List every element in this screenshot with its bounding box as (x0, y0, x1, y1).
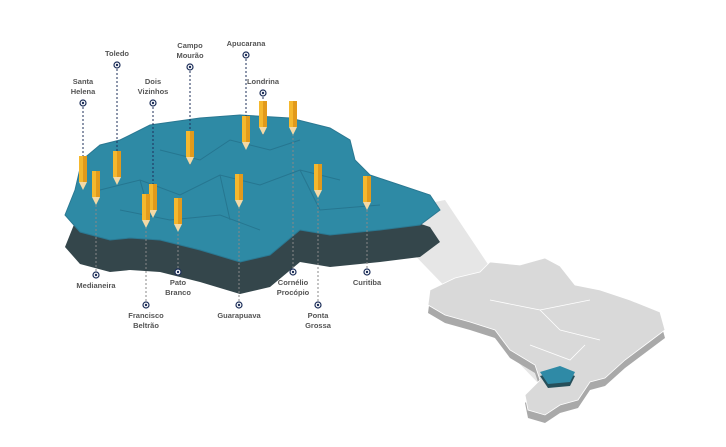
pin-core (261, 91, 265, 95)
city-label-line: Cornélio (278, 278, 309, 287)
parana-map (64, 114, 441, 294)
city-label-line: Apucarana (227, 39, 267, 48)
pencil-tip (259, 127, 267, 135)
city-label: Francisco Beltrão (128, 311, 164, 330)
city-label-line: Francisco (128, 311, 164, 320)
pencil-shade (83, 156, 87, 182)
pencil-shade (96, 171, 100, 197)
pencil-tip (235, 200, 243, 208)
pencil-shade (117, 151, 121, 177)
city-label-line: Guarapuava (217, 311, 261, 320)
city-label-line: Santa (73, 77, 94, 86)
pin-core (244, 53, 248, 57)
city-label: Medianeira (76, 281, 116, 290)
city-label-line: Pato (170, 278, 187, 287)
pencil-tip (174, 224, 182, 232)
pencil-tip (92, 197, 100, 205)
pencil-shade (146, 194, 150, 220)
pencil-tip (79, 182, 87, 190)
pin-core (291, 270, 295, 274)
city-label-line: Helena (71, 87, 96, 96)
city-label: Pato Branco (165, 278, 191, 297)
pin-core (365, 270, 369, 274)
city-label: Ponta Grossa (305, 311, 332, 330)
brazil-map (427, 257, 666, 423)
pencil-shade (318, 164, 322, 190)
pencil-tip (113, 177, 121, 185)
city-label: Campo Mourão (176, 41, 204, 60)
city-label: Guarapuava (217, 311, 261, 320)
city-label-line: Grossa (305, 321, 332, 330)
city-label-line: Branco (165, 288, 191, 297)
parana-highlight (540, 366, 575, 384)
pencil-shade (153, 184, 157, 210)
city-label-line: Procópio (277, 288, 310, 297)
city-label-line: Beltrão (133, 321, 159, 330)
pencil-shade (190, 131, 194, 157)
city-label-line: Toledo (105, 49, 129, 58)
pin-core (81, 101, 85, 105)
city-label: Apucarana (227, 39, 267, 48)
pencil-tip (242, 142, 250, 150)
city-label-line: Londrina (247, 77, 280, 86)
city-label: Londrina (247, 77, 280, 86)
pencil-shade (293, 101, 297, 127)
city-label-line: Ponta (308, 311, 330, 320)
pencil-shade (178, 198, 182, 224)
pencil-shade (263, 101, 267, 127)
pin-core (188, 65, 192, 69)
city-label: Dois Vizinhos (138, 77, 169, 96)
city-label: Toledo (105, 49, 129, 58)
city-label: Santa Helena (71, 77, 96, 96)
pencil-tip (149, 210, 157, 218)
pin-core (94, 273, 98, 277)
pin-core (151, 101, 155, 105)
pin-core (115, 63, 119, 67)
city-label-line: Dois (145, 77, 161, 86)
pin-core (316, 303, 320, 307)
pencil-shade (367, 176, 371, 202)
pencil-tip (142, 220, 150, 228)
city-label-line: Campo (177, 41, 203, 50)
pin-core (176, 270, 180, 274)
city-label-line: Curitiba (353, 278, 382, 287)
pencil-tip (363, 202, 371, 210)
pencil-shade (239, 174, 243, 200)
pencil-tip (186, 157, 194, 165)
pin-core (237, 303, 241, 307)
city-label: Cornélio Procópio (277, 278, 310, 297)
pencil-tip (314, 190, 322, 198)
city-label-line: Vizinhos (138, 87, 169, 96)
pencil-shade (246, 116, 250, 142)
city-label-line: Medianeira (76, 281, 116, 290)
pencil-tip (289, 127, 297, 135)
pin-core (144, 303, 148, 307)
city-label: Curitiba (353, 278, 382, 287)
city-label-line: Mourão (176, 51, 204, 60)
